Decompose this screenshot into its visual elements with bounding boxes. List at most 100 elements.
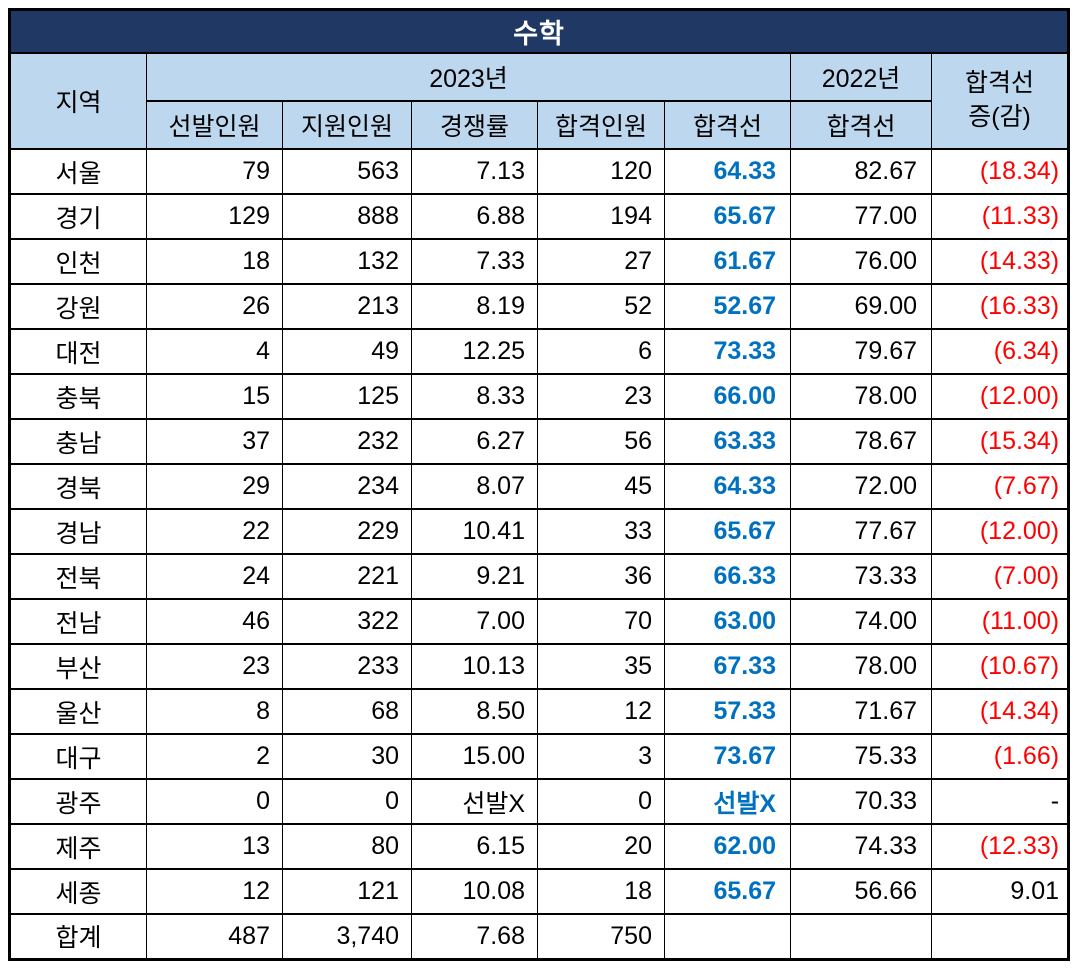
selected-cell: 15 bbox=[146, 373, 283, 420]
passed-cell: 0 bbox=[537, 778, 665, 825]
table-row: 강원 26 213 8.19 52 52.67 69.00 (16.33) bbox=[9, 283, 1070, 330]
passed-cell: 12 bbox=[537, 688, 665, 735]
selected-cell: 22 bbox=[146, 508, 283, 555]
selected-cell: 129 bbox=[146, 193, 283, 240]
cutoff-2022-cell: 77.00 bbox=[790, 193, 932, 240]
cutoff-2023-cell: 66.00 bbox=[664, 373, 791, 420]
diff-cell: (18.34) bbox=[930, 148, 1070, 195]
cutoff-2022-cell: 82.67 bbox=[790, 148, 932, 195]
region-cell: 제주 bbox=[9, 823, 147, 870]
cutoff-2022-cell: 78.67 bbox=[790, 418, 932, 465]
passed-cell: 56 bbox=[537, 418, 665, 465]
header-group-2022: 2022년 bbox=[790, 52, 932, 102]
passed-cell: 52 bbox=[537, 283, 665, 330]
total-row: 합계 487 3,740 7.68 750 bbox=[9, 913, 1070, 960]
diff-cell: (1.66) bbox=[930, 733, 1070, 780]
table-row: 부산 23 233 10.13 35 67.33 78.00 (10.67) bbox=[9, 643, 1070, 690]
header-passed-2023: 합격인원 bbox=[537, 100, 665, 150]
ratio-cell: 9.21 bbox=[411, 553, 538, 600]
header-selected-2023: 선발인원 bbox=[146, 100, 283, 150]
diff-cell: (12.00) bbox=[930, 373, 1070, 420]
cutoff-2022-cell: 78.00 bbox=[790, 643, 932, 690]
table-row: 울산 8 68 8.50 12 57.33 71.67 (14.34) bbox=[9, 688, 1070, 735]
ratio-cell: 10.13 bbox=[411, 643, 538, 690]
region-cell: 부산 bbox=[9, 643, 147, 690]
cutoff-2022-cell: 79.67 bbox=[790, 328, 932, 375]
applied-cell: 213 bbox=[282, 283, 412, 330]
selected-cell: 18 bbox=[146, 238, 283, 285]
cutoff-2023-cell: 66.33 bbox=[664, 553, 791, 600]
ratio-cell: 12.25 bbox=[411, 328, 538, 375]
cutoff-2023-cell: 67.33 bbox=[664, 643, 791, 690]
ratio-cell: 6.15 bbox=[411, 823, 538, 870]
passed-cell: 27 bbox=[537, 238, 665, 285]
ratio-cell: 8.07 bbox=[411, 463, 538, 510]
region-cell: 울산 bbox=[9, 688, 147, 735]
table-body: 서울 79 563 7.13 120 64.33 82.67 (18.34) 경기 129 888 6… bbox=[9, 148, 1070, 915]
ratio-cell: 7.13 bbox=[411, 148, 538, 195]
region-cell: 세종 bbox=[9, 868, 147, 915]
selected-cell: 4 bbox=[146, 328, 283, 375]
total-region-cell: 합계 bbox=[9, 913, 147, 960]
applied-cell: 132 bbox=[282, 238, 412, 285]
cutoff-2022-cell: 70.33 bbox=[790, 778, 932, 825]
selected-cell: 26 bbox=[146, 283, 283, 330]
region-cell: 전남 bbox=[9, 598, 147, 645]
passed-cell: 35 bbox=[537, 643, 665, 690]
passed-cell: 20 bbox=[537, 823, 665, 870]
diff-cell: (14.33) bbox=[930, 238, 1070, 285]
table-row: 제주 13 80 6.15 20 62.00 74.33 (12.33) bbox=[9, 823, 1070, 870]
diff-cell: - bbox=[930, 778, 1070, 825]
total-diff-cell bbox=[930, 913, 1070, 960]
region-cell: 경북 bbox=[9, 463, 147, 510]
header-cutoff-2023: 합격선 bbox=[664, 100, 791, 150]
passed-cell: 18 bbox=[537, 868, 665, 915]
cutoff-2023-cell: 63.00 bbox=[664, 598, 791, 645]
selected-cell: 12 bbox=[146, 868, 283, 915]
selected-cell: 79 bbox=[146, 148, 283, 195]
cutoff-2023-cell: 62.00 bbox=[664, 823, 791, 870]
passed-cell: 36 bbox=[537, 553, 665, 600]
table-row: 인천 18 132 7.33 27 61.67 76.00 (14.33) bbox=[9, 238, 1070, 285]
header-cutoff-2022: 합격선 bbox=[790, 100, 932, 150]
passed-cell: 6 bbox=[537, 328, 665, 375]
region-cell: 광주 bbox=[9, 778, 147, 825]
ratio-cell: 7.00 bbox=[411, 598, 538, 645]
diff-cell: (12.33) bbox=[930, 823, 1070, 870]
passed-cell: 70 bbox=[537, 598, 665, 645]
region-cell: 경기 bbox=[9, 193, 147, 240]
ratio-cell: 8.50 bbox=[411, 688, 538, 735]
diff-cell: (10.67) bbox=[930, 643, 1070, 690]
ratio-cell: 10.08 bbox=[411, 868, 538, 915]
header-group-2023: 2023년 bbox=[146, 52, 791, 102]
header-row-subcolumns: 선발인원 지원인원 경쟁률 합격인원 합격선 합격선 bbox=[10, 100, 1069, 150]
diff-cell: (11.00) bbox=[930, 598, 1070, 645]
selected-cell: 0 bbox=[146, 778, 283, 825]
table-row: 충남 37 232 6.27 56 63.33 78.67 (15.34) bbox=[9, 418, 1070, 465]
applied-cell: 563 bbox=[282, 148, 412, 195]
selected-cell: 23 bbox=[146, 643, 283, 690]
cutoff-2023-cell: 63.33 bbox=[664, 418, 791, 465]
cutoff-2022-cell: 71.67 bbox=[790, 688, 932, 735]
applied-cell: 221 bbox=[282, 553, 412, 600]
header-diff-line1: 합격선 bbox=[965, 69, 1035, 98]
applied-cell: 229 bbox=[282, 508, 412, 555]
diff-cell: (6.34) bbox=[930, 328, 1070, 375]
passed-cell: 194 bbox=[537, 193, 665, 240]
title-row: 수학 bbox=[8, 8, 1070, 54]
diff-cell: (14.34) bbox=[930, 688, 1070, 735]
cutoff-2022-cell: 74.33 bbox=[790, 823, 932, 870]
results-table: 수학 지역 2023년 2022년 합격선 증(감) 선발인원 지원인원 경쟁률 … bbox=[8, 8, 1071, 961]
header-region: 지역 bbox=[9, 52, 147, 150]
diff-cell: (12.00) bbox=[930, 508, 1070, 555]
region-cell: 인천 bbox=[9, 238, 147, 285]
cutoff-2023-cell: 65.67 bbox=[664, 193, 791, 240]
cutoff-2023-cell: 73.67 bbox=[664, 733, 791, 780]
cutoff-2023-cell: 61.67 bbox=[664, 238, 791, 285]
applied-cell: 121 bbox=[282, 868, 412, 915]
ratio-cell: 선발X bbox=[411, 778, 538, 825]
cutoff-2023-cell: 52.67 bbox=[664, 283, 791, 330]
header-applied-2023: 지원인원 bbox=[282, 100, 412, 150]
applied-cell: 80 bbox=[282, 823, 412, 870]
diff-cell: 9.01 bbox=[930, 868, 1070, 915]
